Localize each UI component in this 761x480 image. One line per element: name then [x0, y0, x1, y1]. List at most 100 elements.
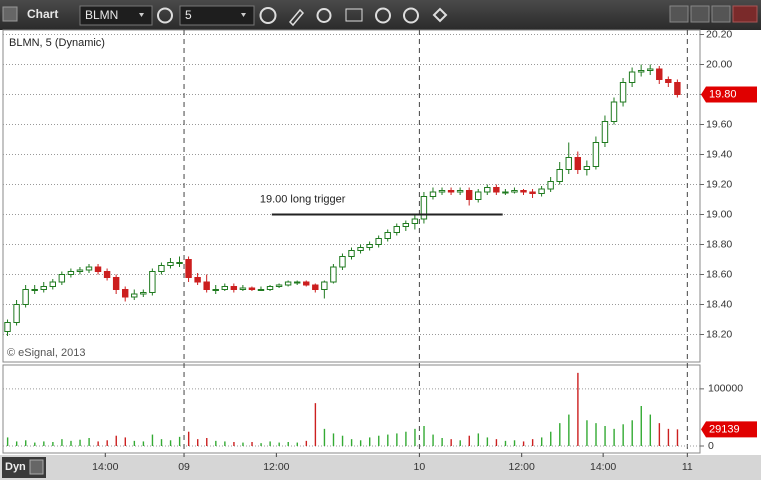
volume-bar	[405, 431, 407, 446]
volume-bar	[676, 429, 679, 446]
volume-bar	[649, 414, 652, 446]
volume-bar	[613, 428, 615, 446]
x-tick-label: 12:00	[509, 461, 535, 473]
volume-bar	[242, 442, 244, 446]
candle-body	[502, 191, 509, 194]
y-tick-label: 100000	[708, 383, 743, 395]
alert-icon[interactable]	[403, 7, 419, 24]
candle-body	[556, 169, 563, 182]
volume-bar	[88, 438, 90, 446]
candle-body	[348, 250, 355, 257]
symbol-input[interactable]: BLMN	[85, 8, 118, 22]
candle-body	[85, 266, 93, 271]
candle-body	[393, 226, 400, 233]
volume-bar	[432, 434, 434, 446]
time-icon[interactable]	[259, 7, 277, 24]
x-tick-label: 10	[414, 461, 426, 473]
candle-body	[284, 281, 292, 286]
volume-bar	[278, 442, 280, 446]
volume-bar	[359, 440, 362, 446]
volume-bar	[495, 439, 498, 446]
candle-body	[4, 322, 11, 332]
volume-bar	[667, 428, 670, 446]
price-pane	[2, 29, 701, 363]
volume-bar	[486, 437, 489, 446]
volume-bar	[133, 440, 136, 446]
candle-body	[149, 271, 156, 293]
candle-body	[203, 281, 210, 290]
volume-bar	[233, 442, 235, 446]
volume-bar	[513, 440, 516, 446]
volume-bar	[468, 435, 470, 446]
volume-bar	[287, 442, 289, 446]
interval-dropdown[interactable]	[241, 13, 246, 17]
candle-body	[40, 286, 47, 290]
candle-body	[239, 287, 247, 290]
play-icon[interactable]	[375, 7, 391, 24]
volume-bar	[151, 434, 154, 446]
candle-body	[465, 190, 473, 200]
volume-bar	[477, 433, 480, 446]
minimize-button[interactable]	[669, 5, 689, 23]
volume-bar	[224, 441, 226, 446]
candle-body	[484, 187, 491, 193]
restore-button[interactable]	[711, 5, 731, 23]
candle-body	[402, 223, 410, 227]
refresh-icon[interactable]	[316, 8, 332, 23]
study-icon[interactable]	[345, 8, 363, 22]
mode-button[interactable]	[29, 459, 44, 475]
y-tick-label: 18.40	[706, 298, 732, 310]
symbol-dropdown[interactable]	[139, 13, 144, 17]
y-tick-label: 20.00	[706, 58, 732, 70]
y-tick-label: 19.60	[706, 118, 732, 130]
volume-bar	[414, 428, 416, 446]
volume-bar	[142, 441, 145, 446]
candle-body	[665, 79, 672, 83]
mode-label[interactable]: Dyn	[5, 461, 26, 473]
candle-body	[520, 190, 527, 193]
candle-body	[167, 262, 174, 266]
draw-icon[interactable]	[288, 8, 305, 27]
volume-bar	[586, 420, 588, 446]
candle-body	[248, 287, 256, 290]
chart-background	[0, 30, 761, 480]
close-button[interactable]	[732, 5, 758, 23]
candle-body	[456, 190, 464, 193]
symbol-box[interactable]	[79, 5, 153, 26]
volume-bar	[169, 440, 172, 446]
volume-bar	[396, 433, 398, 446]
candle-body	[583, 166, 591, 170]
volume-bar	[160, 439, 163, 446]
volume-marker	[701, 421, 757, 438]
candle-body	[321, 281, 328, 290]
volume-bar	[79, 439, 81, 446]
settings-icon[interactable]	[157, 7, 173, 24]
candle-body	[312, 284, 319, 290]
volume-bar	[260, 443, 262, 446]
candle-body	[384, 232, 391, 239]
candle-body	[493, 187, 500, 193]
volume-bar	[197, 439, 199, 446]
volume-bar	[187, 431, 190, 446]
volume-bar	[595, 423, 597, 446]
y-tick-label: 0	[708, 440, 714, 452]
volume-bar	[178, 436, 181, 446]
x-tick-label: 14:00	[590, 461, 616, 473]
y-tick-label: 20.20	[706, 28, 732, 40]
interval-input[interactable]: 5	[185, 8, 192, 22]
maximize-button[interactable]	[690, 5, 710, 23]
y-tick-label: 19.00	[706, 208, 732, 220]
candle-body	[94, 266, 102, 272]
candle-body	[140, 292, 147, 295]
volume-bar	[25, 440, 27, 446]
candle-body	[619, 82, 627, 103]
candle-body	[357, 247, 364, 251]
candle-body	[330, 266, 337, 283]
volume-bar	[332, 433, 335, 446]
link-icon[interactable]	[432, 7, 448, 23]
interval-box[interactable]	[179, 5, 255, 26]
candle-body	[67, 271, 75, 275]
candle-body	[76, 269, 84, 272]
volume-bar	[531, 439, 534, 446]
